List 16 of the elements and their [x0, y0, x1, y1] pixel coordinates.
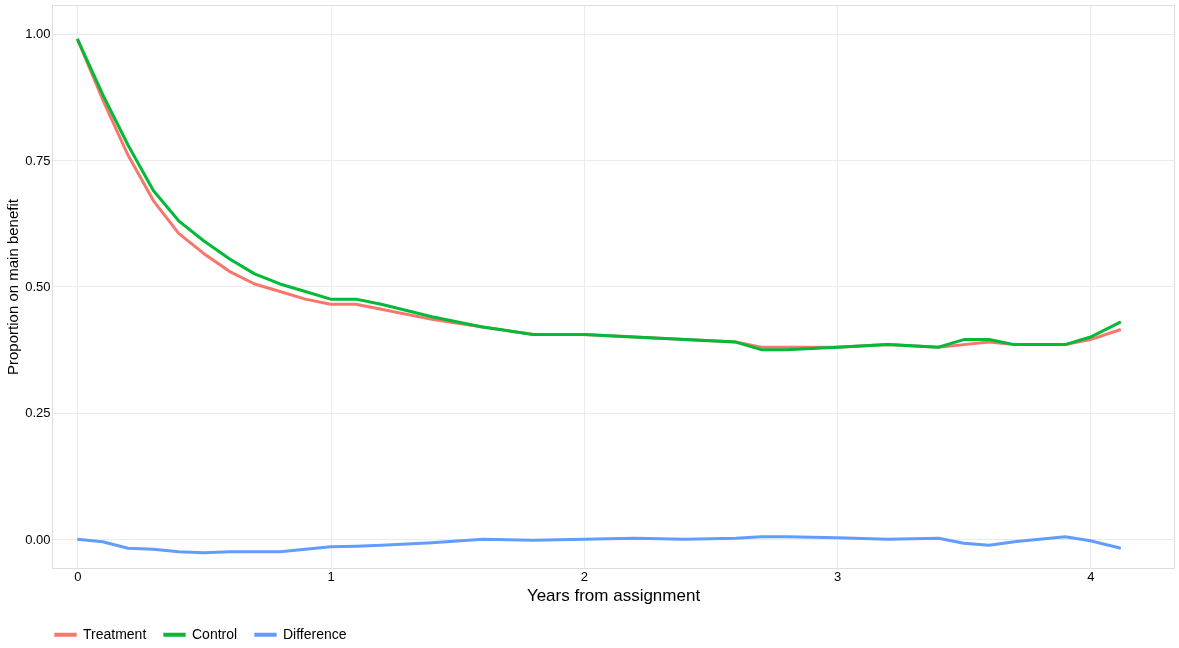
x-tick-label: 3	[834, 568, 842, 584]
y-tick-label: 0.00	[25, 531, 51, 547]
x-tick-label: 4	[1087, 568, 1095, 584]
x-tick-label: 1	[327, 568, 335, 584]
legend-label: Treatment	[83, 625, 147, 642]
legend-label: Difference	[283, 625, 347, 642]
y-tick-label: 0.50	[25, 279, 51, 294]
line-series	[75, 535, 1123, 555]
y-tick-label: 1.00	[25, 26, 51, 42]
y-tick-label: 0.75	[25, 152, 51, 168]
y-axis-title: Proportion on main benefit	[4, 198, 22, 375]
x-axis-title: Years from assignment	[526, 585, 701, 605]
x-tick-label: 0	[74, 568, 82, 584]
legend-label: Control	[192, 625, 238, 642]
x-tick-label: 2	[580, 568, 588, 584]
y-tick-label: 0.25	[25, 405, 51, 421]
